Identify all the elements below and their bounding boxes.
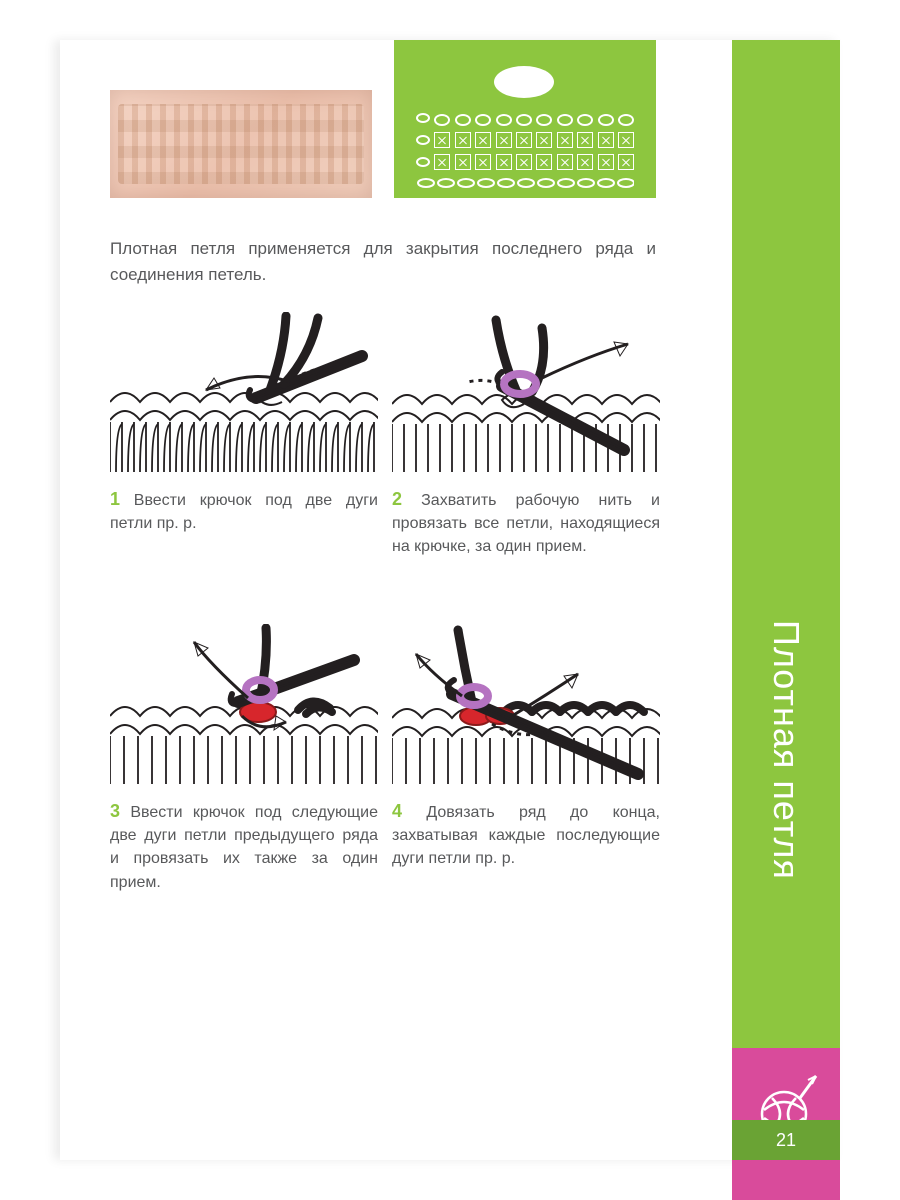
step-4-caption: 4 Довязать ряд до конца, захватывая кажд… [392, 798, 660, 871]
diagram-turning-oval [494, 66, 554, 98]
step-4-text: Довязать ряд до конца, захватывая каждые… [392, 804, 660, 867]
intro-text: Плотная петля применяется для закрытия п… [110, 236, 656, 287]
step-1-number: 1 [110, 489, 120, 509]
step-4-illustration [392, 624, 660, 784]
step-3-number: 3 [110, 801, 120, 821]
step-1-caption: 1 Ввести крючок под две дуги петли пр. р… [110, 486, 378, 535]
step-3-caption: 3 Ввести крючок под следующие две дуги п… [110, 798, 378, 894]
page: Плотная петля 21 [60, 40, 840, 1160]
step-3-text: Ввести крючок под следующие две дуги пет… [110, 804, 378, 891]
step-4-number: 4 [392, 801, 402, 821]
step-1: 1 Ввести крючок под две дуги петли пр. р… [110, 312, 378, 535]
sample-photo [110, 90, 372, 198]
step-3: 3 Ввести крючок под следующие две дуги п… [110, 624, 378, 894]
step-3-illustration [110, 624, 378, 784]
step-2-text: Захватить рабочую нить и провязать все п… [392, 492, 660, 555]
step-1-illustration [110, 312, 378, 472]
stitch-diagram [394, 40, 656, 198]
step-4: 4 Довязать ряд до конца, захватывая кажд… [392, 624, 660, 871]
step-1-text: Ввести крючок под две дуги петли пр. р. [110, 492, 378, 532]
step-2-caption: 2 Захватить рабочую нить и провязать все… [392, 486, 660, 559]
page-number: 21 [732, 1120, 840, 1160]
step-2: 2 Захватить рабочую нить и провязать все… [392, 312, 660, 559]
sidebar-title: Плотная петля [732, 608, 840, 1048]
diagram-base-chain [416, 178, 634, 188]
diagram-grid [416, 110, 634, 182]
step-2-number: 2 [392, 489, 402, 509]
step-2-illustration [392, 312, 660, 472]
